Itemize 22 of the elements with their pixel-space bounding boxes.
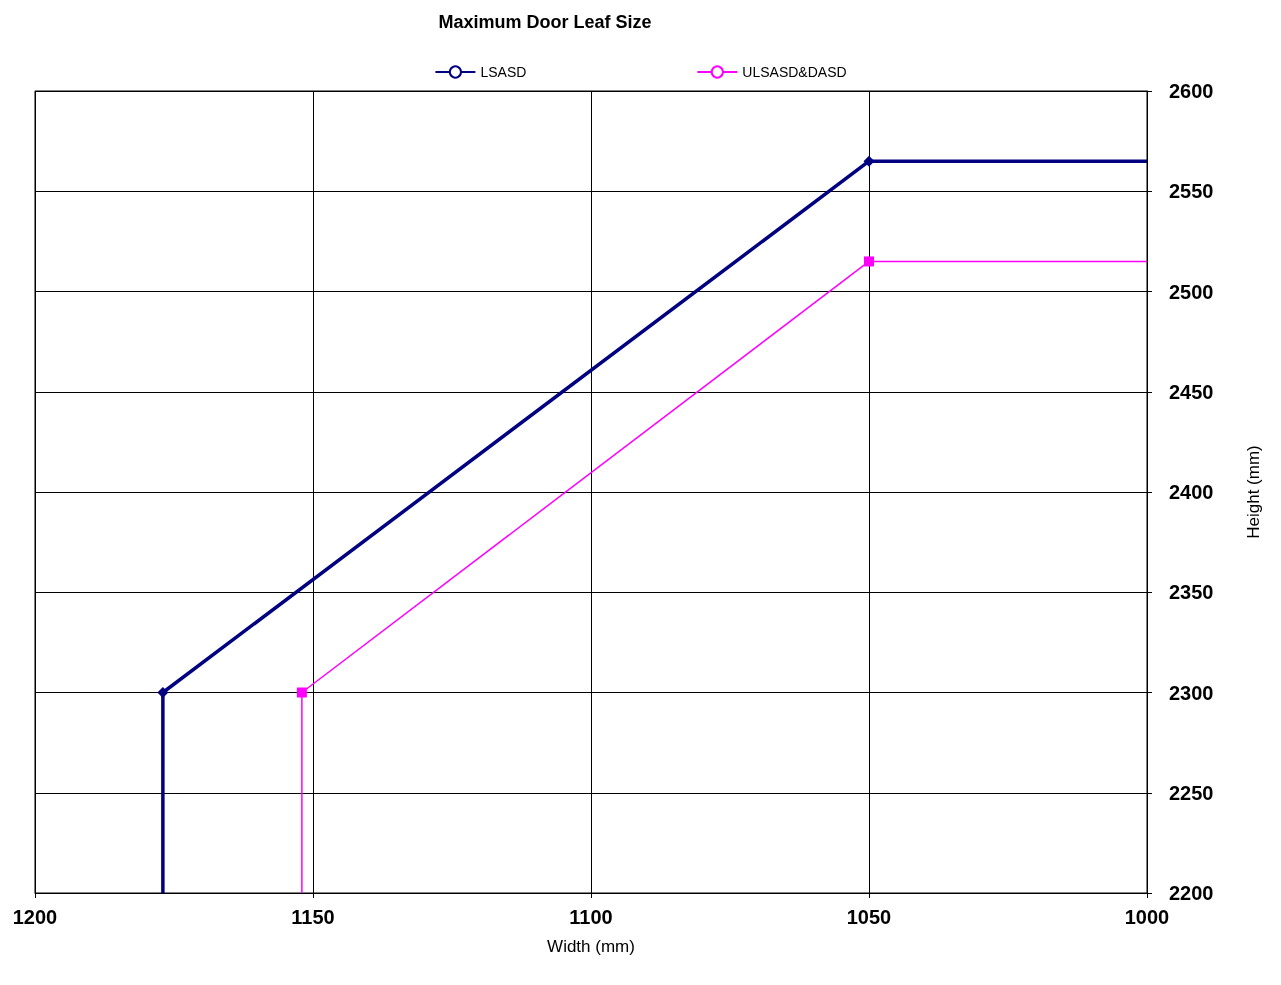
legend-label: ULSASD&DASD: [742, 64, 847, 80]
y-tick-label: 2200: [1169, 882, 1214, 904]
y-tick-label: 2250: [1169, 781, 1214, 804]
x-tick-label: 1200: [12, 906, 58, 928]
y-tick-label: 2500: [1169, 280, 1214, 303]
point: [864, 256, 874, 267]
y-axis-title: Height (mm): [1244, 445, 1263, 539]
y-tick-label: 2400: [1169, 481, 1214, 503]
y-tick-label: 2450: [1169, 380, 1214, 403]
x-tick-label: 1150: [291, 906, 335, 928]
legend-label: LSASD: [480, 64, 527, 80]
y-tick-label: 2600: [1169, 80, 1214, 102]
x-axis-title: Width (mm): [547, 937, 635, 956]
chart-title: Maximum Door Leaf Size: [438, 12, 652, 32]
x-tick-label: 1100: [569, 906, 613, 928]
x-tick-label: 1050: [846, 906, 892, 928]
y-tick-label: 2550: [1169, 180, 1214, 203]
point: [157, 687, 169, 698]
y-tick-label: 2350: [1169, 581, 1214, 604]
y-tick-label: 2300: [1169, 681, 1214, 704]
point: [296, 687, 307, 698]
x-tick-label: 1000: [1124, 906, 1170, 928]
